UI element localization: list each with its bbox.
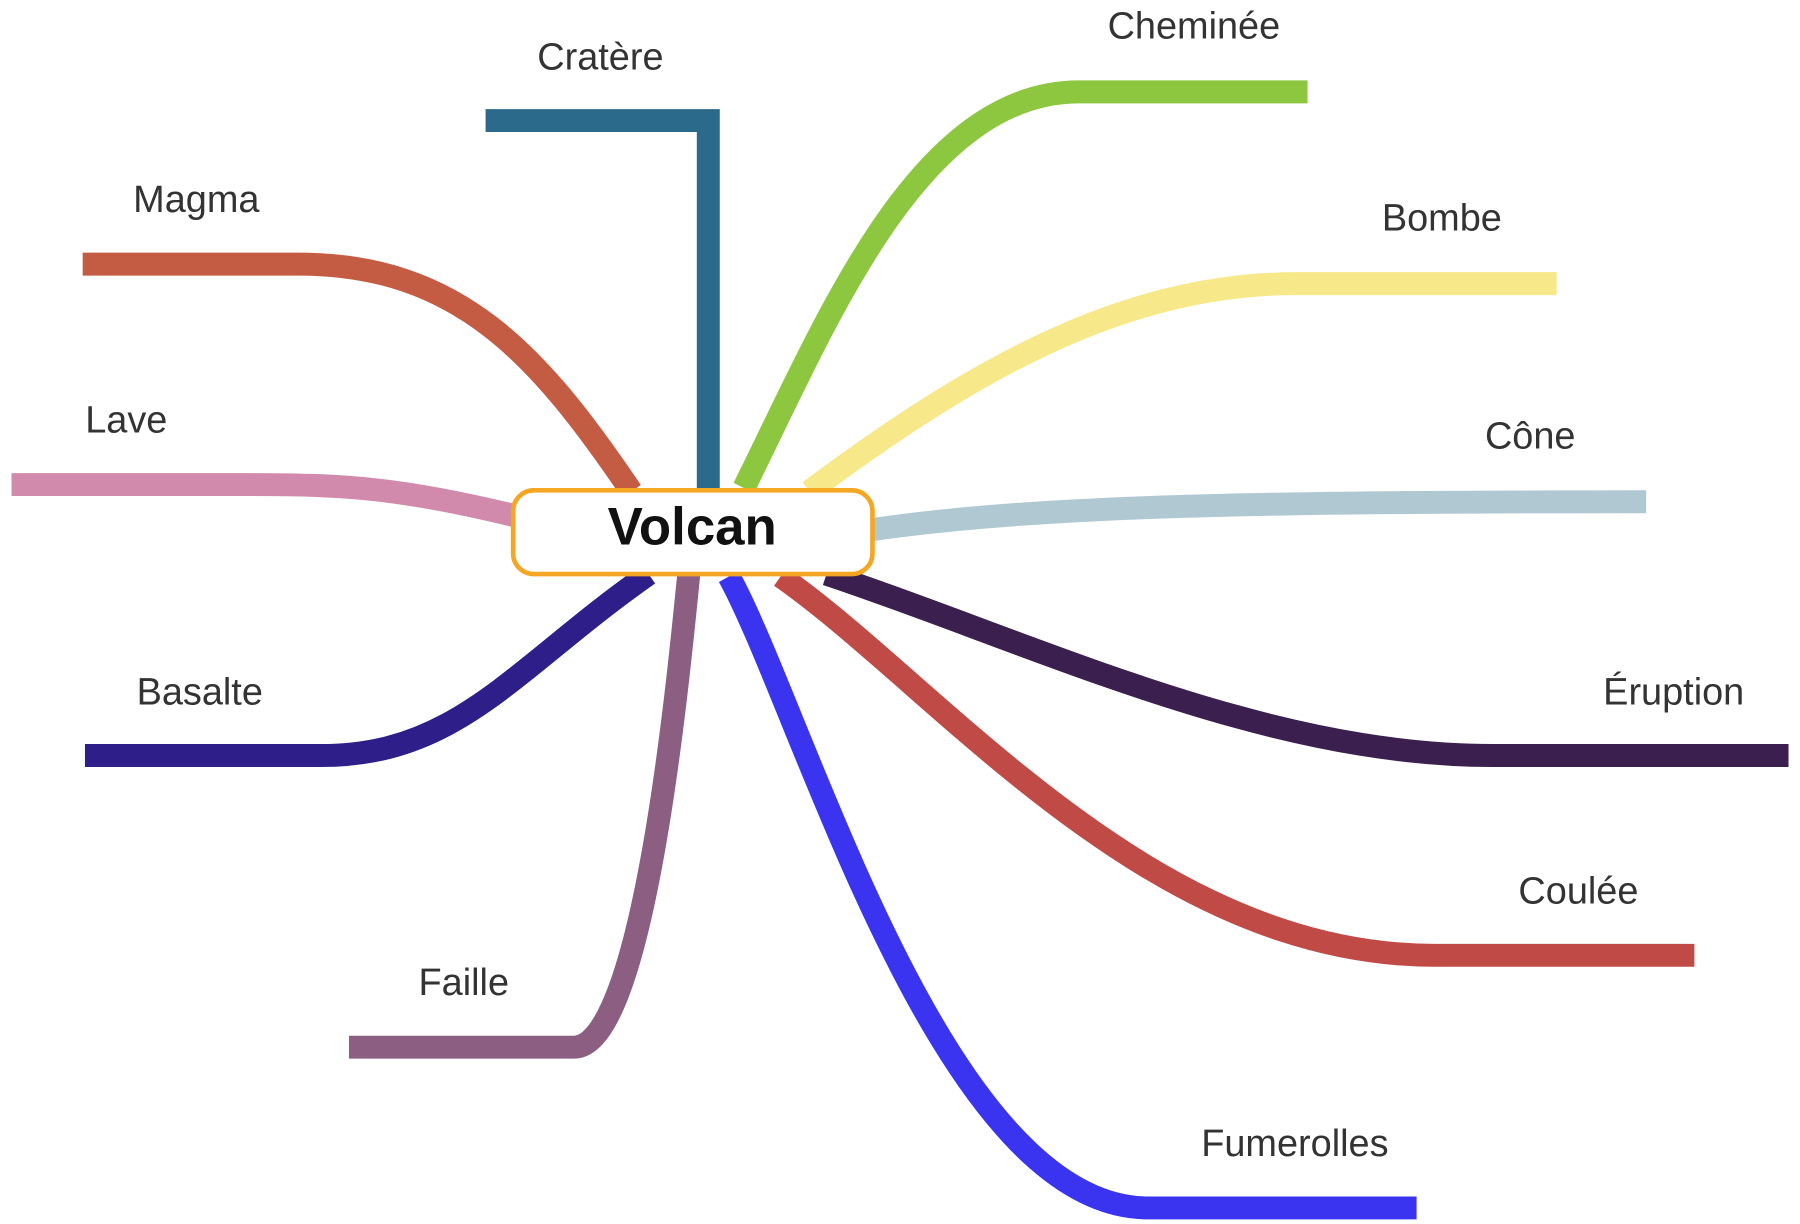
branch-eruption xyxy=(822,563,1789,768)
branch-label: Cheminée xyxy=(1108,6,1281,48)
branch-label: Cratère xyxy=(537,37,663,79)
branch-cheminee xyxy=(733,80,1308,494)
branch-fumerolles xyxy=(718,570,1417,1220)
branch-label: Bombe xyxy=(1382,197,1502,239)
branch-label: Éruption xyxy=(1603,671,1744,714)
branch-magma xyxy=(82,252,641,498)
branch-cratere xyxy=(485,109,720,488)
branches xyxy=(11,80,1789,1220)
branch-cone xyxy=(864,490,1647,542)
branch-faille xyxy=(348,572,701,1059)
branch-label: Cône xyxy=(1485,416,1576,458)
branch-label: Coulée xyxy=(1518,870,1638,912)
branch-bombe xyxy=(802,272,1557,501)
branch-basalte xyxy=(84,564,656,768)
branch-coulee xyxy=(774,567,1695,967)
center-label: Volcan xyxy=(608,497,777,556)
branch-label: Basalte xyxy=(137,672,263,714)
branch-label: Lave xyxy=(85,400,167,442)
branch-label: Fumerolles xyxy=(1201,1123,1388,1165)
branch-label: Magma xyxy=(133,179,260,221)
branch-lave xyxy=(11,473,522,528)
center-node xyxy=(510,487,875,577)
branch-label: Faille xyxy=(419,962,510,1004)
